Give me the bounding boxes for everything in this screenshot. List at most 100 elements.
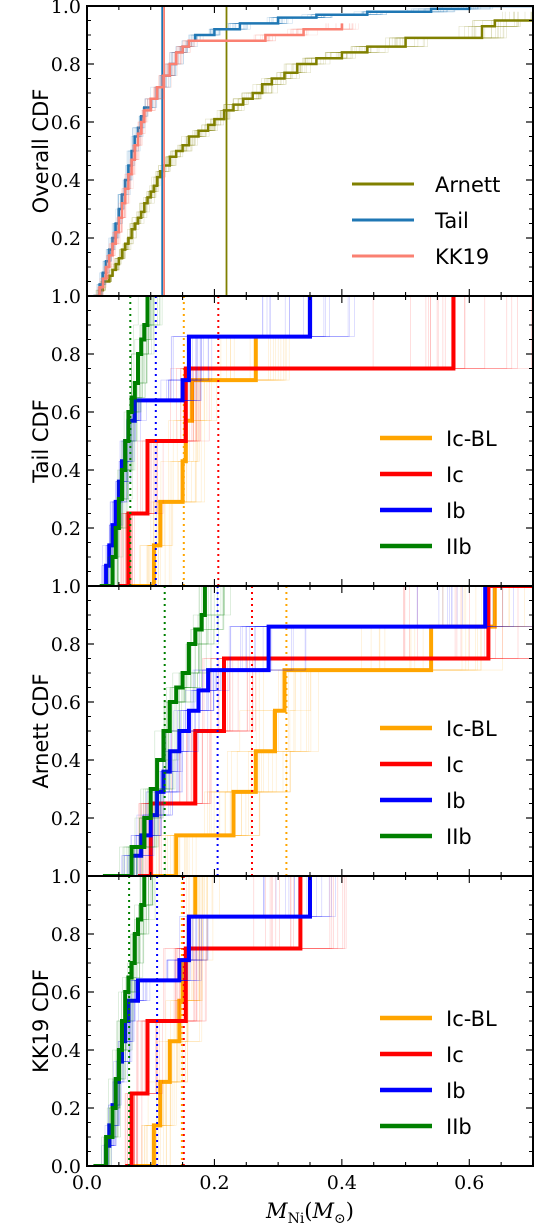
- realisation-line: [129, 658, 533, 876]
- cdf-step-line: [102, 586, 207, 876]
- cdf-step-line: [128, 336, 258, 586]
- series-iib: [97, 586, 231, 876]
- panel-kk19-legend: Ic-BL Ic Ib IIb: [380, 1007, 497, 1139]
- realisation-line: [100, 876, 330, 1166]
- realisation-line: [100, 586, 218, 876]
- legend-label: Ic-BL: [446, 717, 497, 741]
- y-tick-label: 0.2: [51, 1098, 81, 1120]
- realisation-line: [94, 20, 533, 296]
- legend-label: Ic: [446, 753, 464, 777]
- series-kk19: [91, 6, 359, 296]
- cdf-step-line: [96, 11, 533, 296]
- y-tick-label: 0.4: [51, 750, 81, 772]
- y-tick-label: 0.2: [51, 228, 81, 250]
- x-tick-label: 0.2: [199, 1172, 229, 1194]
- series-arnett: [93, 6, 533, 296]
- panel-tail-legend: Ic-BL Ic Ib IIb: [380, 427, 497, 559]
- y-tick-label: 1.0: [51, 866, 81, 888]
- series-iib: [95, 296, 163, 586]
- cdf-step-line: [118, 296, 456, 586]
- legend-label: Ic-BL: [446, 1007, 497, 1031]
- realisation-line: [95, 876, 147, 1166]
- legend-label: Ic-BL: [446, 427, 497, 451]
- y-tick-label: 0.8: [51, 924, 81, 946]
- legend-label: Ib: [446, 1079, 466, 1103]
- legend-label: KK19: [435, 245, 489, 269]
- x-tick-label: 0.6: [454, 1172, 484, 1194]
- realisation-line: [90, 6, 503, 296]
- panel-overall-ylabel: Overall CDF: [29, 89, 53, 214]
- panel-tail-ylabel: Tail CDF: [29, 399, 53, 483]
- cdf-step-line: [138, 586, 533, 876]
- realisation-line: [93, 876, 153, 1166]
- legend-label: Ib: [446, 499, 466, 523]
- realisation-line: [98, 586, 224, 876]
- y-tick-label: 0.4: [51, 170, 81, 192]
- cdf-step-line: [125, 876, 303, 1166]
- panel-overall-plot: [90, 6, 533, 296]
- panel-tail-axes: 0.2 0.4 0.6 0.8 1.0: [51, 286, 534, 587]
- series-iib: [89, 876, 156, 1166]
- panel-kk19: 0.00.20.40.60.81.00.0 0.2 0.4 0.6 KK19 CDF …: [29, 866, 534, 1194]
- legend-label: Ib: [446, 789, 466, 813]
- realisation-line: [100, 296, 154, 586]
- legend-label: Ic: [446, 1043, 464, 1067]
- realisation-line: [106, 586, 222, 876]
- panel-arnett-ylabel: Arnett CDF: [29, 674, 53, 789]
- realisation-line: [102, 586, 200, 876]
- realisation-line: [136, 626, 533, 876]
- panel-arnett: 0.2 0.4 0.6 0.8 1.0 Arnett CDF Ic-BL Ic Ib IIb: [29, 576, 534, 877]
- realisation-line: [99, 296, 150, 586]
- panel-overall: 0.2 0.4 0.6 0.8 1.0 Overall CDF Arnett Tail KK…: [29, 0, 534, 297]
- y-tick-label: 1.0: [51, 576, 81, 598]
- y-tick-label: 0.6: [51, 402, 81, 424]
- panel-arnett-legend: Ic-BL Ic Ib IIb: [380, 717, 497, 849]
- realisation-line: [111, 586, 486, 876]
- cdf-step-line: [112, 586, 488, 876]
- realisation-line: [103, 296, 290, 586]
- panel-kk19-plot: [89, 876, 347, 1166]
- series-ib: [97, 296, 355, 586]
- legend-label: IIb: [446, 825, 472, 849]
- y-tick-label: 0.2: [51, 518, 81, 540]
- realisation-line: [123, 876, 214, 1166]
- y-tick-label: 0.4: [51, 460, 81, 482]
- y-tick-label: 0.8: [51, 634, 81, 656]
- cdf-step-line: [93, 876, 147, 1166]
- y-tick-label: 0.0: [51, 1156, 81, 1178]
- y-tick-label: 0.6: [51, 112, 81, 134]
- legend-label: IIb: [446, 1115, 472, 1139]
- realisation-line: [99, 296, 160, 586]
- cdf-step-line: [93, 6, 533, 296]
- y-tick-label: 0.6: [51, 692, 81, 714]
- realisation-line: [129, 876, 207, 1166]
- series-ic-bl: [127, 586, 533, 876]
- panel-kk19-ylabel: KK19 CDF: [29, 969, 53, 1073]
- y-tick-label: 1.0: [51, 0, 81, 18]
- panel-arnett-plot: [97, 586, 533, 876]
- cdf-step-line: [94, 23, 344, 296]
- x-tick-label: 0.4: [327, 1172, 357, 1194]
- legend-label: Tail: [434, 209, 469, 233]
- realisation-line: [97, 876, 153, 1166]
- panel-overall-legend: Arnett Tail KK19: [352, 173, 500, 269]
- y-tick-label: 0.8: [51, 344, 81, 366]
- realisation-line: [123, 876, 208, 1166]
- cdf-step-line: [141, 586, 497, 876]
- x-tick-label: 0.0: [72, 1172, 102, 1194]
- cdf-step-line: [102, 296, 312, 586]
- realisation-line: [103, 586, 224, 876]
- y-tick-label: 0.2: [51, 808, 81, 830]
- legend-label: Arnett: [435, 173, 500, 197]
- legend-label: Ic: [446, 463, 464, 487]
- y-tick-label: 0.8: [51, 54, 81, 76]
- realisation-line: [122, 876, 203, 1166]
- panel-kk19-axes: 0.0 0.2 0.4 0.6 0.8 1.0 0.0 0.2 0.4 0.6: [51, 866, 534, 1194]
- x-axis-label: MNi(M⊙): [265, 1199, 354, 1227]
- realisation-line: [138, 876, 200, 1166]
- y-tick-label: 1.0: [51, 286, 81, 308]
- panel-tail-plot: [95, 296, 532, 586]
- panel-tail: 0.2 0.4 0.6 0.8 1.0 Tail CDF Ic-BL Ic Ib IIb: [29, 286, 534, 587]
- realisation-line: [94, 876, 149, 1166]
- series-ic: [110, 296, 532, 586]
